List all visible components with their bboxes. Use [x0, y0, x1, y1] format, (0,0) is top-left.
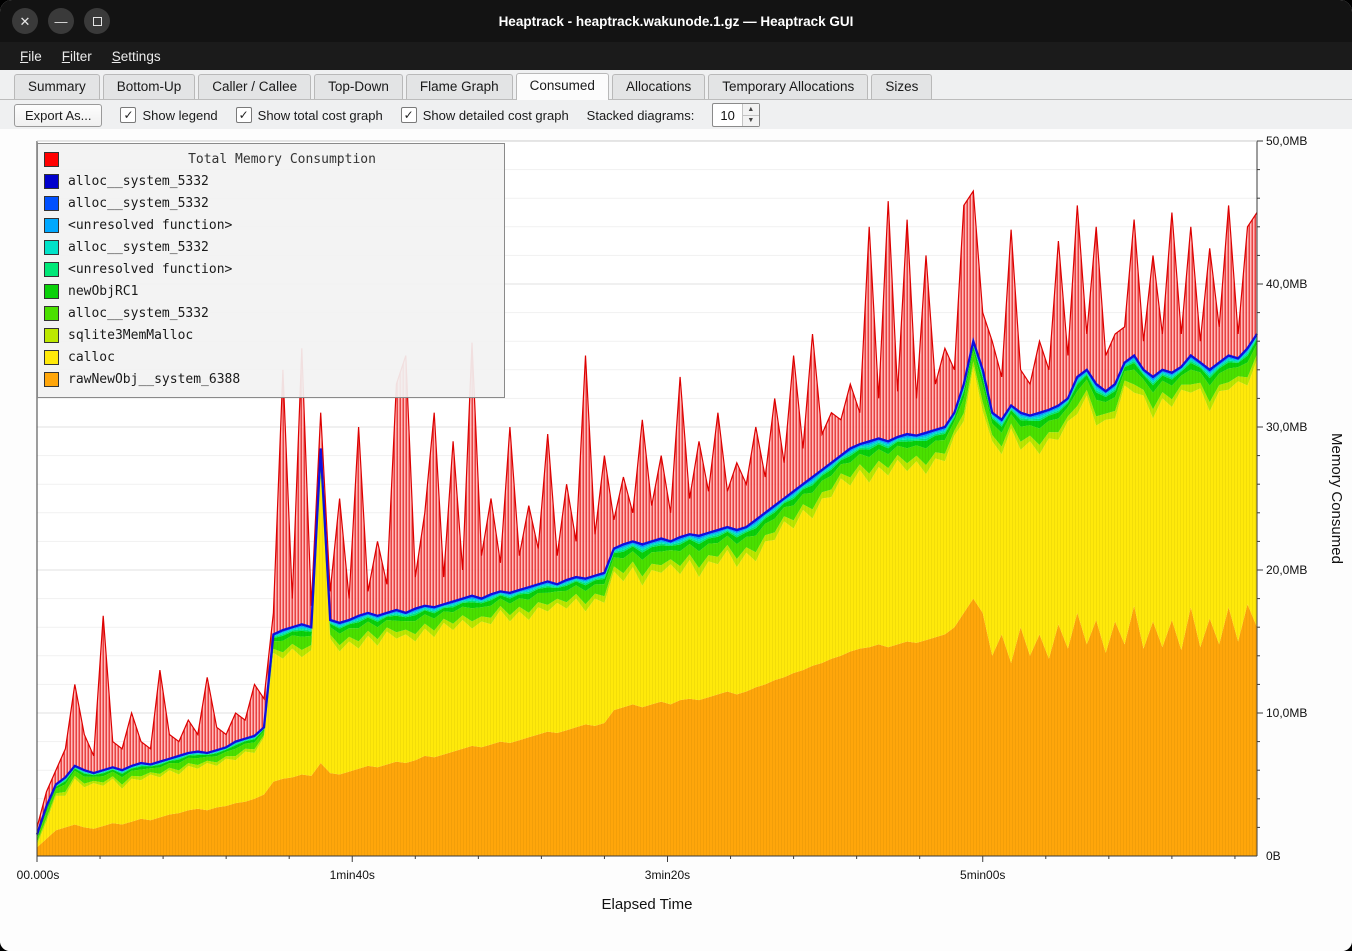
spin-buttons: ▲ ▼	[741, 104, 759, 126]
checkbox-label: Show legend	[142, 107, 218, 123]
total-consumption-line	[36, 189, 1258, 828]
legend-item: alloc__system_5332	[44, 170, 496, 192]
minimize-button[interactable]: —	[48, 8, 74, 34]
y-tick-label: 10,0MB	[1266, 706, 1307, 720]
spin-down-button[interactable]: ▼	[742, 115, 759, 126]
export-as-button[interactable]: Export As...	[14, 103, 103, 127]
legend-swatch	[44, 195, 59, 211]
legend-item: <unresolved function>	[44, 214, 496, 236]
legend-item: alloc__system_5332	[44, 236, 496, 258]
toolbar: Export As... ✓ Show legend ✓ Show total cos…	[0, 100, 1352, 130]
menu-filter[interactable]: Filter	[61, 48, 92, 64]
x-tick-label: 00.000s	[17, 868, 60, 882]
tab-top-down[interactable]: Top-Down	[314, 74, 403, 99]
legend-swatch	[44, 327, 59, 343]
tab-summary[interactable]: Summary	[14, 74, 100, 99]
stack-texture	[37, 334, 1257, 856]
y-tick-label: 50,0MB	[1266, 134, 1307, 148]
checkbox-box[interactable]: ✓	[235, 107, 252, 123]
spin-up-button[interactable]: ▲	[742, 104, 759, 116]
x-tick-label: 1min40s	[330, 868, 375, 882]
tab-bar: Summary Bottom-Up Caller / Callee Top-Down F…	[0, 70, 1352, 100]
stack-top-line	[35, 333, 1258, 835]
window-controls: ✕ —	[12, 8, 110, 34]
legend-label: alloc__system_5332	[68, 195, 209, 211]
legend-label: alloc__system_5332	[68, 173, 209, 189]
legend-label: newObjRC1	[68, 283, 139, 299]
checkbox-group: ✓ Show legend ✓ Show total cost graph ✓ Show …	[120, 107, 569, 123]
legend-swatch	[44, 261, 59, 277]
checkbox-show-total-cost-graph[interactable]: ✓ Show total cost graph	[235, 107, 383, 123]
tab-sizes[interactable]: Sizes	[871, 74, 933, 99]
title-bar: ✕ — Heaptrack - heaptrack.wakunode.1.gz …	[0, 0, 1352, 42]
x-tick-label: 5min00s	[960, 868, 1005, 882]
legend-swatch	[44, 283, 59, 299]
legend-label: rawNewObj__system_6388	[68, 371, 241, 387]
checkbox-label: Show total cost graph	[257, 107, 383, 123]
tab-temporary-allocations[interactable]: Temporary Allocations	[708, 74, 869, 99]
y-tick-label: 40,0MB	[1266, 277, 1307, 291]
y-tick-label: 0B	[1266, 849, 1281, 863]
checkbox-box[interactable]: ✓	[120, 107, 137, 123]
legend-swatch	[44, 349, 59, 365]
window-title: Heaptrack - heaptrack.wakunode.1.gz — He…	[498, 13, 854, 29]
tab-caller-callee[interactable]: Caller / Callee	[198, 74, 312, 99]
legend-swatch	[44, 239, 59, 255]
legend-item: alloc__system_5332	[44, 192, 496, 214]
tab-bottom-up[interactable]: Bottom-Up	[102, 74, 196, 99]
x-axis-title: Elapsed Time	[602, 896, 693, 913]
menu-settings[interactable]: Settings	[111, 48, 161, 64]
legend-swatch	[44, 305, 59, 321]
checkbox-box[interactable]: ✓	[400, 107, 417, 123]
tab-allocations[interactable]: Allocations	[611, 74, 706, 99]
x-tick-label: 3min20s	[645, 868, 690, 882]
legend-label: <unresolved function>	[68, 261, 233, 277]
tab-flame-graph[interactable]: Flame Graph	[405, 74, 513, 99]
y-axis-title: Memory Consumed	[1328, 433, 1345, 564]
legend-label: sqlite3MemMalloc	[68, 327, 194, 343]
chart-area: 0B 10,0MB 20,0MB 30,0MB 40,0MB 50,0MB 00.000s 1…	[0, 129, 1352, 951]
chart-legend: Total Memory Consumption alloc__system_53…	[37, 143, 505, 398]
legend-item: alloc__system_5332	[44, 302, 496, 324]
legend-label: calloc	[68, 349, 115, 365]
legend-label: <unresolved function>	[68, 217, 233, 233]
legend-swatch	[44, 371, 59, 387]
legend-item: rawNewObj__system_6388	[44, 368, 496, 390]
legend-swatch	[44, 173, 59, 189]
tab-consumed[interactable]: Consumed	[515, 73, 609, 100]
legend-label: alloc__system_5332	[68, 239, 209, 255]
stacked-diagrams-value: 10	[720, 107, 735, 123]
legend-title-row: Total Memory Consumption	[44, 148, 496, 170]
legend-item: sqlite3MemMalloc	[44, 324, 496, 346]
stacked-diagrams-label: Stacked diagrams:	[586, 107, 695, 123]
maximize-button[interactable]	[84, 8, 110, 34]
legend-swatch	[44, 151, 59, 167]
legend-item: newObjRC1	[44, 280, 496, 302]
legend-item: calloc	[44, 346, 496, 368]
menu-file[interactable]: File	[20, 48, 42, 64]
checkbox-show-detailed-cost-graph[interactable]: ✓ Show detailed cost graph	[400, 107, 569, 123]
stacked-diagrams-spinbox[interactable]: 10 ▲ ▼	[712, 103, 760, 127]
menu-bar: File Filter Settings	[0, 42, 1352, 70]
legend-label: Total Memory Consumption	[188, 151, 376, 167]
maximize-icon	[92, 16, 102, 26]
total-consumption-area	[37, 191, 1257, 835]
y-tick-label: 20,0MB	[1266, 563, 1307, 577]
legend-label: alloc__system_5332	[68, 305, 209, 321]
checkbox-label: Show detailed cost graph	[422, 107, 569, 123]
checkbox-show-legend[interactable]: ✓ Show legend	[120, 107, 218, 123]
y-tick-label: 30,0MB	[1266, 420, 1307, 434]
legend-swatch	[44, 217, 59, 233]
close-button[interactable]: ✕	[12, 8, 38, 34]
consumption-chart[interactable]: 0B 10,0MB 20,0MB 30,0MB 40,0MB 50,0MB 00.000s 1…	[0, 129, 1352, 951]
legend-item: <unresolved function>	[44, 258, 496, 280]
